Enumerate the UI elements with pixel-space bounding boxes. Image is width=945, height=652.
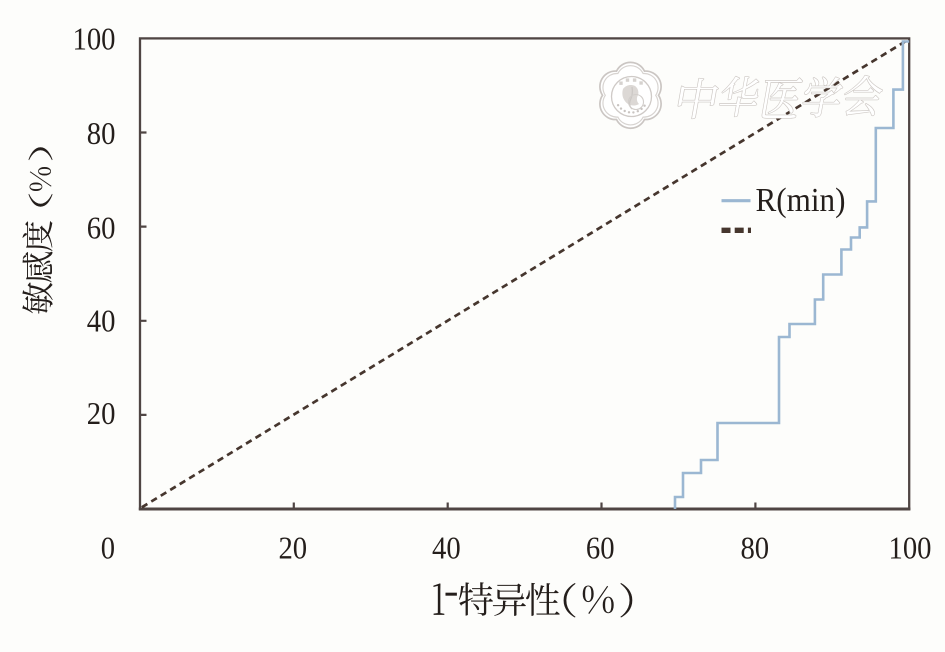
svg-text:40: 40: [432, 529, 461, 565]
svg-text:100: 100: [73, 21, 116, 57]
svg-text:60: 60: [87, 210, 116, 246]
svg-text:0: 0: [101, 529, 115, 565]
svg-text:R(min): R(min): [756, 182, 846, 219]
svg-text:60: 60: [586, 529, 615, 565]
svg-text:100: 100: [889, 529, 932, 565]
svg-text:80: 80: [740, 529, 769, 565]
svg-text:20: 20: [87, 395, 116, 431]
svg-text:80: 80: [87, 115, 116, 151]
svg-text:40: 40: [87, 303, 116, 339]
svg-text:20: 20: [278, 529, 307, 565]
